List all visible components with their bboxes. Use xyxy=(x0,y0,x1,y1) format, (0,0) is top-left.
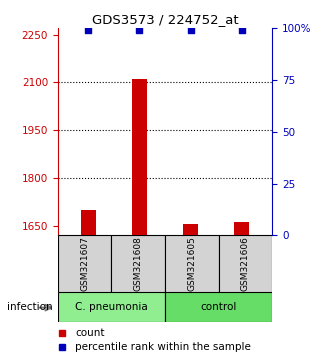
Text: count: count xyxy=(75,328,104,338)
Bar xyxy=(165,235,218,292)
Bar xyxy=(132,79,147,235)
Bar xyxy=(58,292,165,322)
Text: GSM321606: GSM321606 xyxy=(241,236,250,291)
Text: control: control xyxy=(200,302,237,312)
Bar xyxy=(165,292,272,322)
Text: C. pneumonia: C. pneumonia xyxy=(75,302,148,312)
Point xyxy=(239,28,244,33)
Point xyxy=(86,28,91,33)
Title: GDS3573 / 224752_at: GDS3573 / 224752_at xyxy=(92,13,238,26)
Bar xyxy=(112,235,165,292)
Text: GSM321607: GSM321607 xyxy=(80,236,89,291)
Bar xyxy=(234,222,249,235)
Point xyxy=(137,28,142,33)
Bar xyxy=(81,210,96,235)
Text: GSM321608: GSM321608 xyxy=(134,236,143,291)
Bar xyxy=(218,235,272,292)
Point xyxy=(188,28,193,33)
Text: infection: infection xyxy=(7,302,52,312)
Bar xyxy=(58,235,112,292)
Bar xyxy=(183,224,198,235)
Text: GSM321605: GSM321605 xyxy=(187,236,196,291)
Text: percentile rank within the sample: percentile rank within the sample xyxy=(75,342,251,352)
